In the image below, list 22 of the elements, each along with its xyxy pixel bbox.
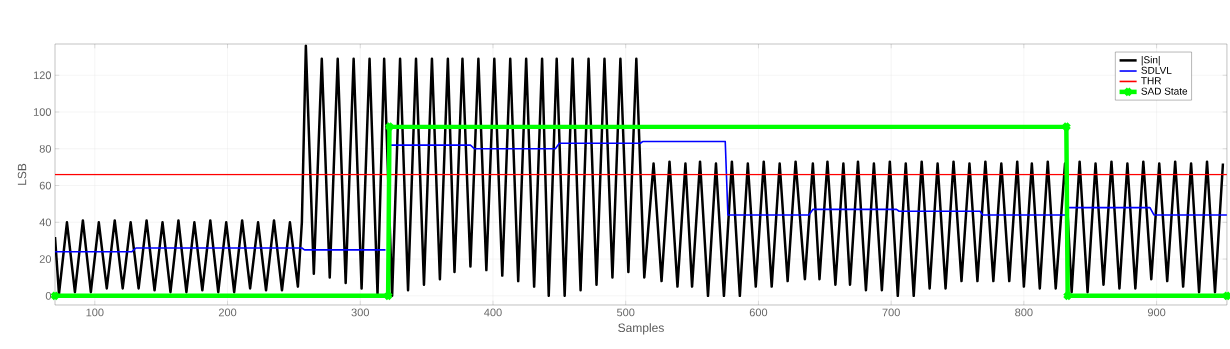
legend-label: THR xyxy=(1141,77,1161,85)
y-tick-label: 100 xyxy=(33,108,52,116)
x-axis-title: Samples xyxy=(618,323,664,335)
x-tick-label: 200 xyxy=(218,308,237,317)
y-tick-label: 0 xyxy=(45,291,52,300)
y-tick-label: 120 xyxy=(33,71,52,80)
y-tick-label: 60 xyxy=(39,181,52,190)
legend-label: SDLVL xyxy=(1141,66,1172,74)
legend-label: SAD State xyxy=(1141,87,1188,95)
x-tick-label: 700 xyxy=(882,308,900,317)
y-tick-label: 40 xyxy=(39,218,52,227)
x-tick-label: 900 xyxy=(1147,308,1166,317)
legend-label: |Sin| xyxy=(1141,56,1160,66)
x-tick-label: 800 xyxy=(1015,308,1033,317)
x-tick-label: 100 xyxy=(86,308,104,317)
x-tick-label: 400 xyxy=(484,308,502,317)
y-tick-label: 80 xyxy=(39,144,52,153)
x-tick-label: 500 xyxy=(616,308,635,317)
y-tick-label: 20 xyxy=(39,255,52,263)
y-axis-title: LSB xyxy=(17,163,27,185)
x-tick-label: 600 xyxy=(749,308,768,317)
x-tick-label: 300 xyxy=(351,308,369,317)
